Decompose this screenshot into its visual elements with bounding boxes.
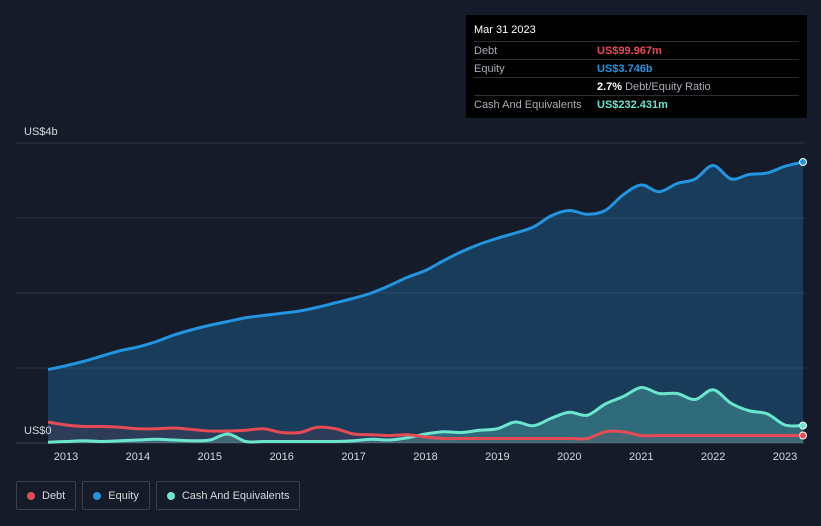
x-tick-label: 2014: [126, 451, 150, 463]
debt-line: [47, 420, 804, 441]
legend-label: Debt: [42, 489, 66, 502]
legend-dot-icon: [27, 491, 35, 500]
legend-item-debt[interactable]: Debt: [16, 481, 77, 510]
series-endpoints: [799, 158, 807, 440]
tooltip-value-cash: US$232.431m: [597, 98, 668, 111]
legend-label: Cash And Equivalents: [181, 489, 290, 502]
tooltip-ratio-suffix: Debt/Equity Ratio: [625, 80, 711, 93]
legend-label: Equity: [108, 489, 139, 502]
cash-and-equivalents-endpoint-marker: [799, 421, 807, 430]
tooltip-value-ratio: 2.7%: [597, 80, 623, 93]
tooltip-row-ratio: 2.7% Debt/Equity Ratio: [474, 77, 799, 95]
series-lines: [47, 160, 804, 444]
x-tick-label: 2023: [773, 451, 797, 463]
y-axis-top-label: US$4b: [24, 126, 58, 138]
equity-area: [48, 162, 803, 444]
tooltip-date: Mar 31 2023: [474, 24, 536, 36]
tooltip-label: Equity: [474, 62, 505, 75]
legend-item-equity[interactable]: Equity: [82, 481, 150, 510]
tooltip-row-cash: Cash And Equivalents US$232.431m: [474, 95, 799, 113]
legend-item-cash[interactable]: Cash And Equivalents: [155, 481, 301, 510]
x-tick-label: 2015: [198, 451, 222, 463]
x-tick-label: 2018: [413, 451, 437, 463]
hover-tooltip: Mar 31 2023 Debt US$99.967m Equity US$3.…: [466, 15, 807, 118]
tooltip-value-equity: US$3.746b: [597, 62, 653, 75]
y-axis-zero-label: US$0: [24, 425, 52, 437]
cash-and-equivalents-line: [47, 385, 804, 444]
legend-dot-icon: [166, 491, 175, 500]
tooltip-label: Debt: [474, 44, 498, 57]
chart-legend: Debt Equity Cash And Equivalents: [16, 481, 301, 510]
x-tick-label: 2022: [701, 451, 725, 463]
x-tick-label: 2020: [557, 451, 581, 463]
equity-endpoint-marker: [799, 158, 807, 167]
x-tick-label: 2016: [269, 451, 293, 463]
x-tick-label: 2013: [54, 451, 78, 463]
x-tick-label: 2021: [629, 451, 653, 463]
series-areas: [48, 162, 803, 444]
tooltip-row-equity: Equity US$3.746b: [474, 59, 799, 77]
tooltip-label: Cash And Equivalents: [474, 98, 582, 111]
x-tick-label: 2017: [341, 451, 365, 463]
x-axis-ticks: 2013 2014 2015 2016 2017 2018 2019 2020 2021 2022…: [54, 451, 798, 463]
legend-dot-icon: [93, 491, 102, 500]
debt-endpoint-marker: [799, 431, 807, 440]
tooltip-value-debt: US$99.967m: [597, 44, 662, 57]
gridlines: [16, 142, 805, 444]
x-tick-label: 2019: [485, 451, 509, 463]
tooltip-row-debt: Debt US$99.967m: [474, 41, 799, 59]
equity-line: [47, 160, 804, 371]
